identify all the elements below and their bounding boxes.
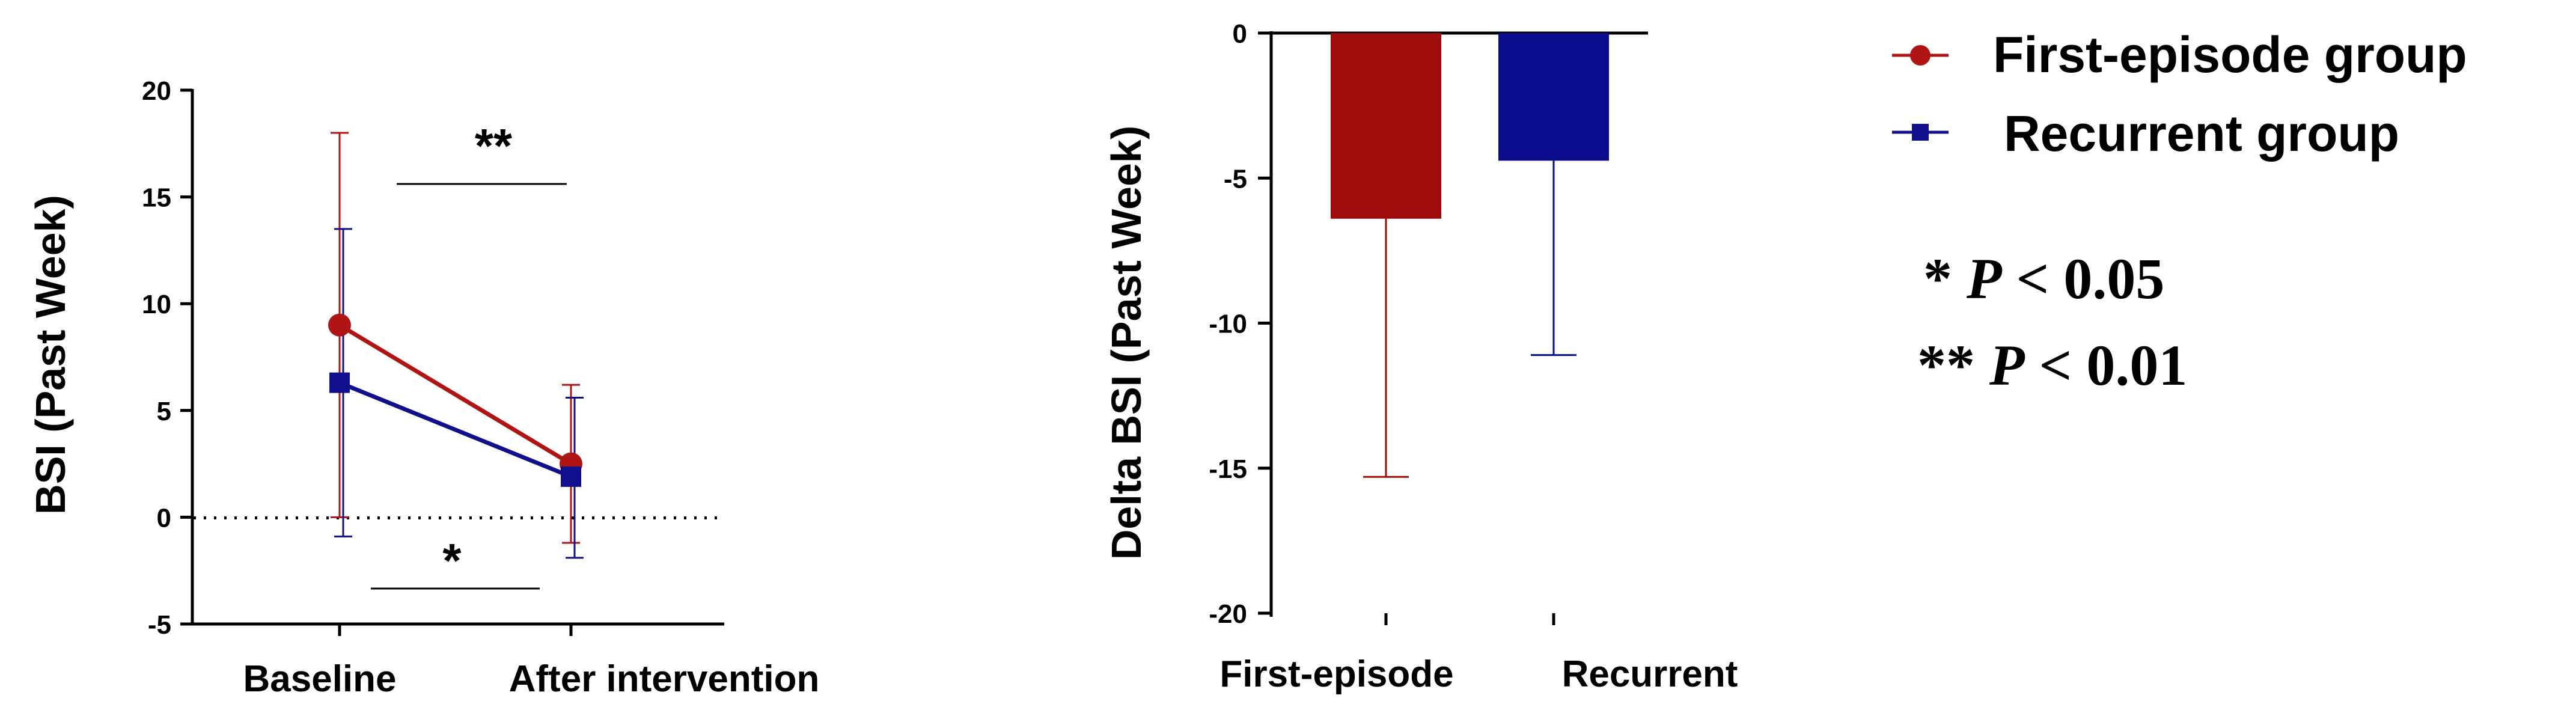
legend-label-recurrent: Recurrent group xyxy=(2004,105,2399,162)
left-y-tick-label: 5 xyxy=(157,397,171,426)
data-point-square xyxy=(329,373,350,393)
right-y-tick-label: -5 xyxy=(1224,164,1247,194)
significance-note-p01: ** P < 0.01 xyxy=(1917,333,2187,397)
left-y-axis-title: BSI (Past Week) xyxy=(27,195,74,515)
legend-label-first-episode: First-episode group xyxy=(1993,26,2467,83)
left-y-tick-label: 0 xyxy=(157,503,171,533)
right-bars-group xyxy=(1331,33,1609,625)
legend-marker-circle-icon xyxy=(1910,45,1930,66)
significance-mark-bottom: * xyxy=(442,534,462,587)
data-point-square xyxy=(561,467,581,487)
left-y-tick-label: -5 xyxy=(148,610,171,640)
left-line-chart: BSI (Past Week) -5 0 5 10 15 20 Baseline Afte… xyxy=(27,76,819,700)
left-y-tick-label: 10 xyxy=(142,290,171,319)
legend-item-first-episode: First-episode group xyxy=(1892,26,2467,83)
left-y-ticks: -5 0 5 10 15 20 xyxy=(142,76,192,640)
left-y-tick-label: 15 xyxy=(142,183,171,213)
left-category-baseline: Baseline xyxy=(243,658,396,700)
right-category-recurrent: Recurrent xyxy=(1562,653,1738,695)
right-y-ticks: -20 -15 -10 -5 0 xyxy=(1209,19,1271,629)
data-point-circle xyxy=(328,314,351,337)
right-y-tick-label: 0 xyxy=(1233,19,1247,49)
left-category-after-intervention: After intervention xyxy=(509,658,820,700)
right-y-axis-title: Delta BSI (Past Week) xyxy=(1103,126,1150,560)
significance-note-p05: * P < 0.05 xyxy=(1923,246,2164,311)
series-line xyxy=(340,325,571,464)
bar xyxy=(1498,33,1609,161)
left-y-tick-label: 20 xyxy=(142,76,171,106)
significance-mark-top: ** xyxy=(475,119,513,173)
bar xyxy=(1331,33,1441,219)
legend-marker-square-icon xyxy=(1912,124,1929,141)
significance-notes: * P < 0.05 ** P < 0.01 xyxy=(1917,246,2187,397)
right-y-tick-label: -15 xyxy=(1209,454,1247,484)
legend-item-recurrent: Recurrent group xyxy=(1892,105,2399,162)
right-y-tick-label: -20 xyxy=(1209,599,1247,629)
right-category-first-episode: First-episode xyxy=(1219,653,1453,695)
right-y-tick-label: -10 xyxy=(1209,310,1247,339)
left-series-group xyxy=(328,133,584,558)
right-bar-chart: Delta BSI (Past Week) -20 -15 -10 -5 0 First… xyxy=(1103,19,1738,695)
legend: First-episode group Recurrent group xyxy=(1892,26,2467,162)
